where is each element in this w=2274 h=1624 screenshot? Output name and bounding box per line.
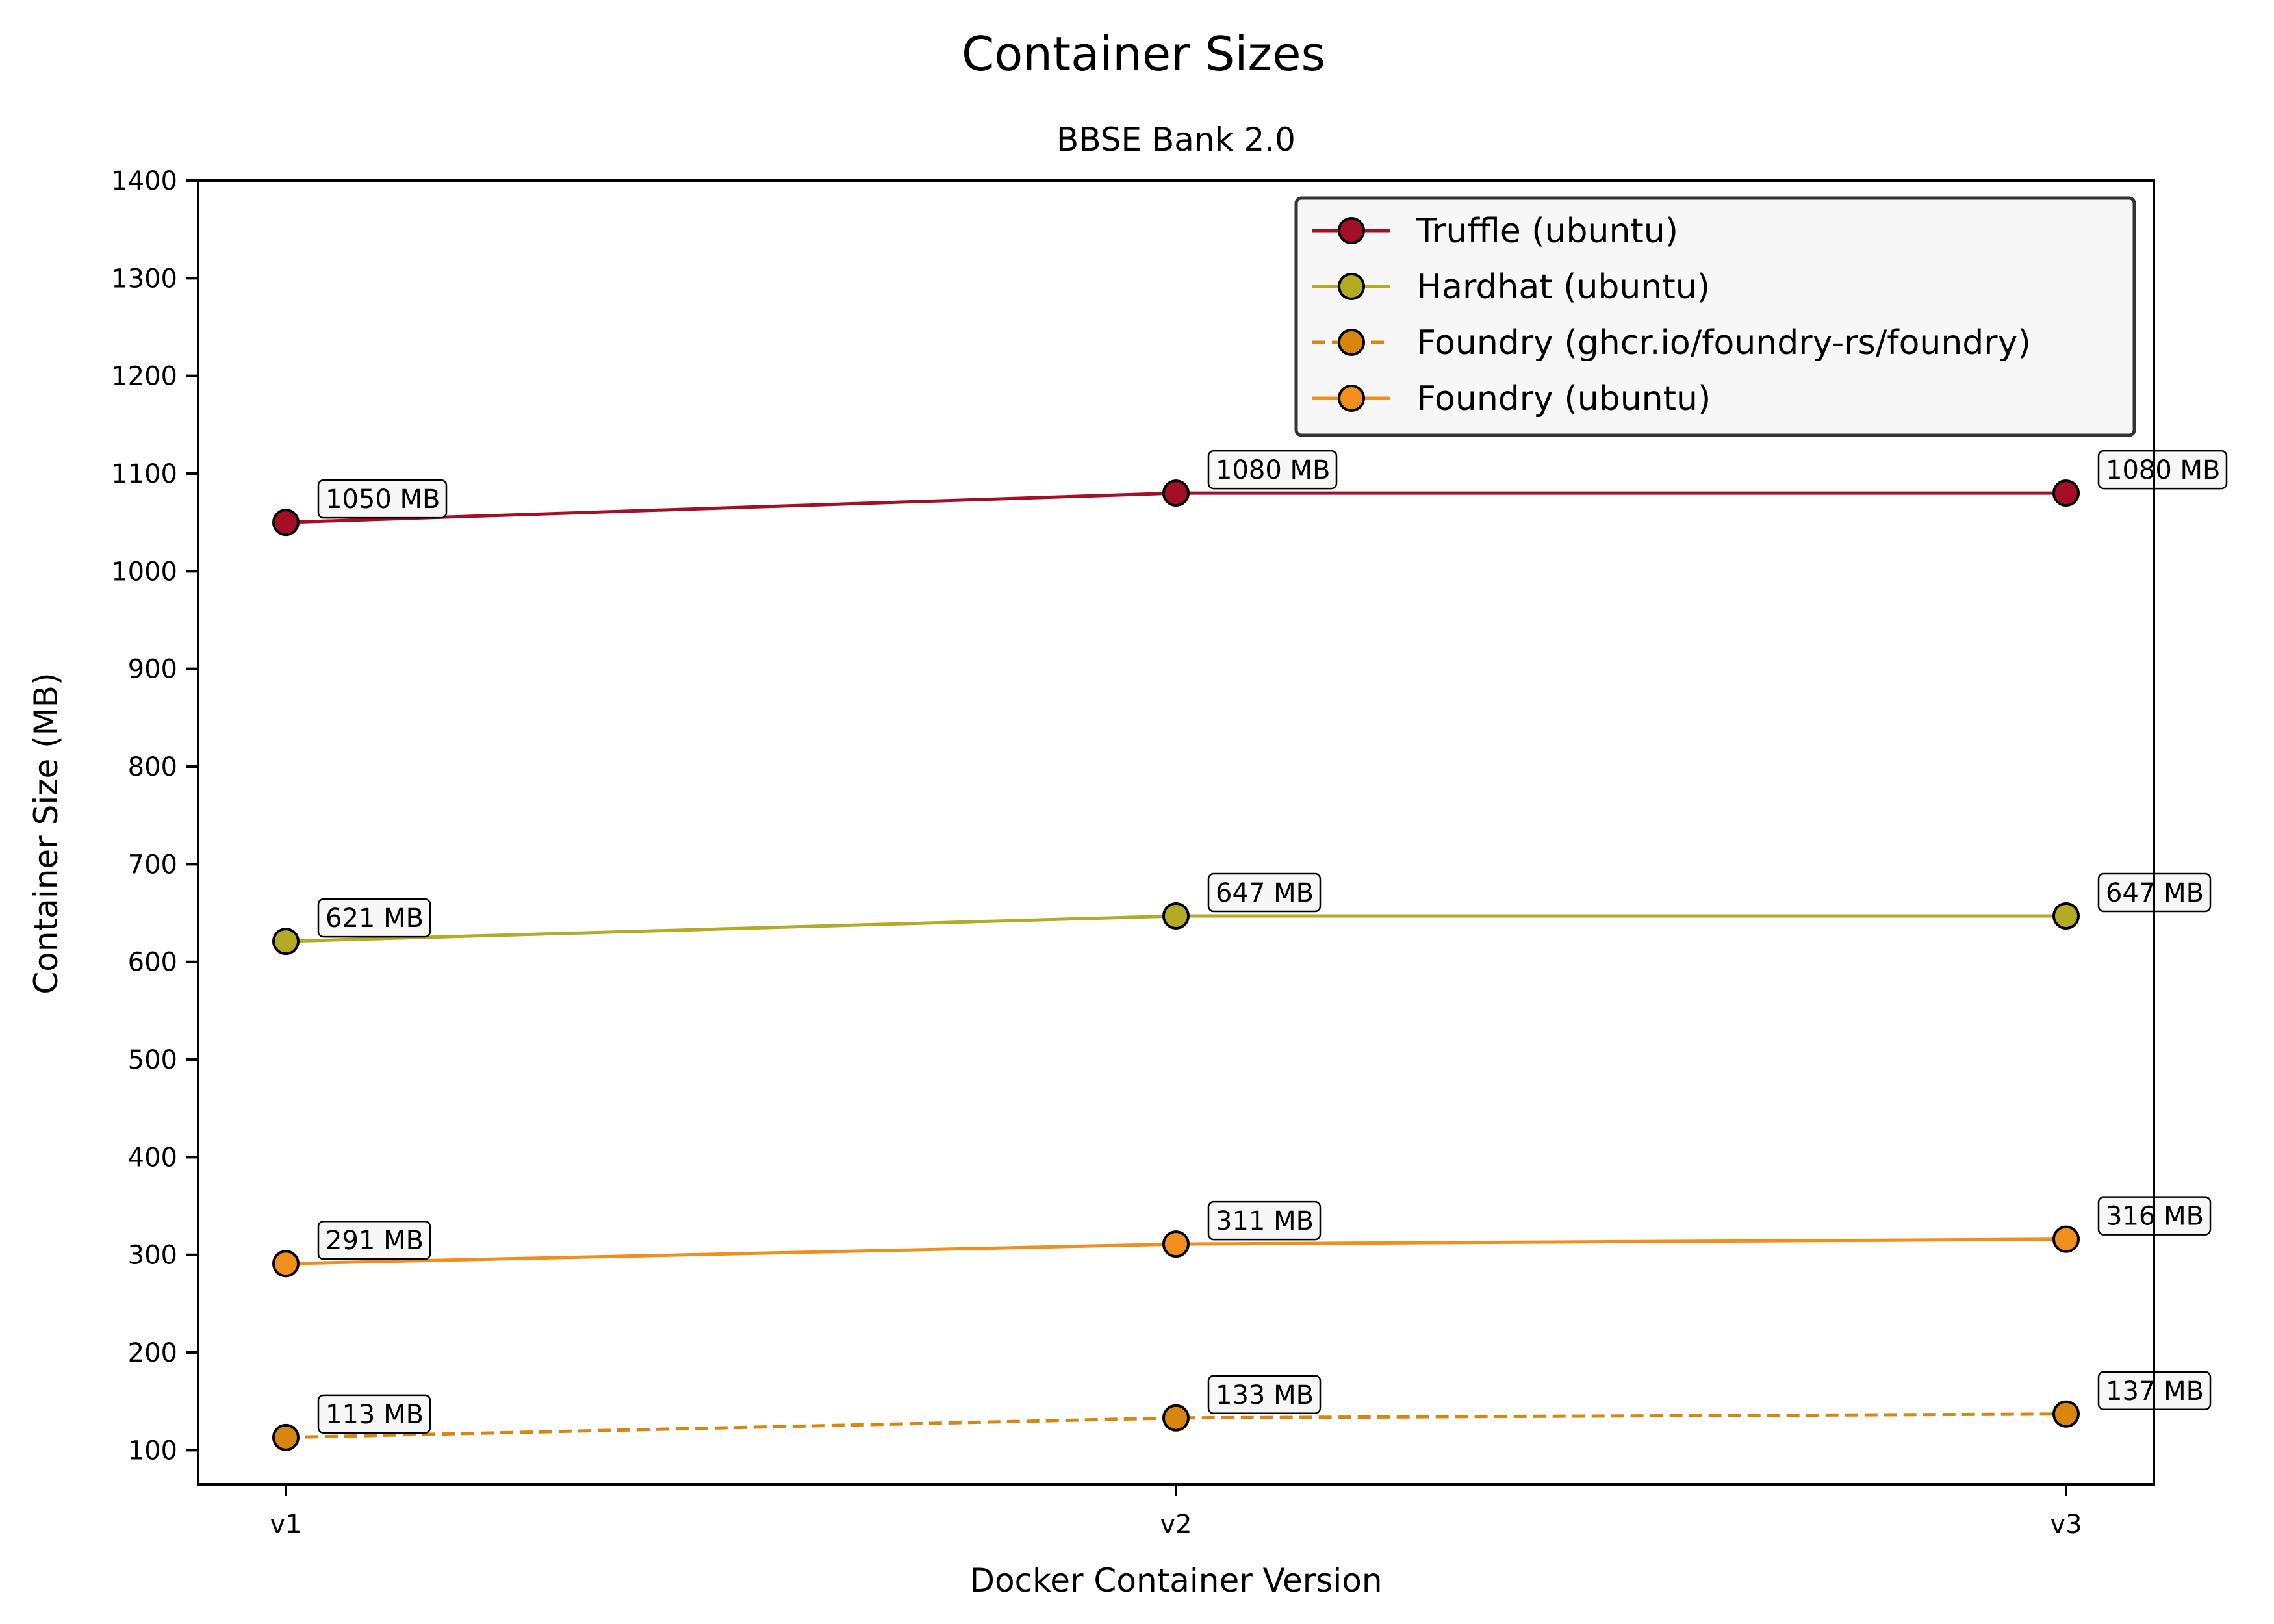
y-tick-label: 400 <box>128 1143 177 1173</box>
data-label: 311 MB <box>1216 1206 1314 1236</box>
legend: Truffle (ubuntu) Hardhat (ubuntu) Foundry … <box>1294 196 2136 437</box>
data-label-box <box>317 479 448 519</box>
y-tick-label: 1000 <box>111 557 177 587</box>
axis-ticks: 100 200 300 400 500 600 700 800 900 1000 1100 1200 1… <box>111 166 2082 1540</box>
data-point <box>272 928 300 956</box>
data-point <box>1162 1230 1190 1258</box>
y-tick-label: 600 <box>128 948 177 978</box>
data-point <box>2052 1400 2080 1428</box>
data-label-box <box>2097 450 2228 490</box>
data-label-box <box>317 1394 431 1434</box>
legend-frame <box>1294 196 2136 437</box>
data-label-group: 647 MB <box>1207 872 1322 913</box>
data-point <box>1162 1404 1190 1432</box>
legend-marker-swatch <box>1338 273 1365 300</box>
data-label-box <box>1207 872 1322 913</box>
data-label-group: 133 MB <box>1207 1375 1322 1415</box>
y-tick-label: 1200 <box>111 362 177 392</box>
y-tick-label: 300 <box>128 1241 177 1271</box>
y-tick-label: 1100 <box>111 459 177 489</box>
legend-marker-swatch <box>1338 217 1365 244</box>
x-tick-label: v3 <box>2050 1510 2082 1540</box>
data-label-box <box>1207 1375 1322 1415</box>
data-label: 1080 MB <box>2106 455 2220 485</box>
y-tick-label: 200 <box>128 1338 177 1368</box>
data-point <box>2052 479 2080 507</box>
y-tick-label: 900 <box>128 655 177 685</box>
x-tick-label: v1 <box>270 1510 301 1540</box>
data-label: 621 MB <box>326 904 424 933</box>
y-tick-label: 800 <box>128 752 177 782</box>
data-label-box <box>1207 1200 1322 1241</box>
series-line <box>285 1412 2067 1440</box>
data-label-box <box>1207 450 1338 490</box>
data-point <box>2052 902 2080 930</box>
legend-marker-swatch <box>1338 385 1365 412</box>
y-tick-label: 500 <box>128 1045 177 1075</box>
data-label-group: 1080 MB <box>1207 450 1338 490</box>
data-label: 647 MB <box>1216 878 1314 908</box>
data-label: 113 MB <box>326 1400 424 1430</box>
data-label-group: 1080 MB <box>2097 450 2228 490</box>
chart-subtitle: BBSE Bank 2.0 <box>1056 121 1296 159</box>
legend-entry-label: Hardhat (ubuntu) <box>1416 268 1710 307</box>
series-layer <box>272 479 2080 1451</box>
x-tick-label: v2 <box>1160 1510 1192 1540</box>
data-point <box>1162 479 1190 507</box>
y-tick-label: 100 <box>128 1436 177 1465</box>
y-tick-label: 700 <box>128 850 177 880</box>
data-label: 1050 MB <box>326 485 440 514</box>
y-tick-label: 1300 <box>111 264 177 294</box>
legend-entry-label: Truffle (ubuntu) <box>1416 212 1678 251</box>
data-label-group: 113 MB <box>317 1394 431 1434</box>
legend-entry-label: Foundry (ghcr.io/foundry-rs/foundry) <box>1416 324 2031 362</box>
data-label: 133 MB <box>1216 1380 1314 1410</box>
data-point <box>272 1250 300 1278</box>
plot-area-frame <box>197 179 2155 1486</box>
x-axis-label: Docker Container Version <box>969 1562 1382 1599</box>
data-label: 291 MB <box>326 1226 424 1256</box>
data-label-box <box>317 898 431 938</box>
data-label-group: 1050 MB <box>317 479 448 519</box>
chart-title: Container Sizes <box>962 27 1325 81</box>
data-label-group: 291 MB <box>317 1220 431 1260</box>
data-point <box>2052 1225 2080 1253</box>
legend-marker-swatch <box>1338 329 1365 356</box>
y-tick-label: 1400 <box>111 166 177 196</box>
legend-entry-label: Foundry (ubuntu) <box>1416 379 1711 418</box>
data-label: 1080 MB <box>1216 455 1330 485</box>
data-label-group: 311 MB <box>1207 1200 1322 1241</box>
data-label-box <box>317 1220 431 1260</box>
data-point <box>272 509 300 537</box>
data-label-group: 621 MB <box>317 898 431 938</box>
data-point <box>272 1423 300 1451</box>
y-axis-label: Container Size (MB) <box>27 672 65 994</box>
data-point <box>1162 902 1190 930</box>
